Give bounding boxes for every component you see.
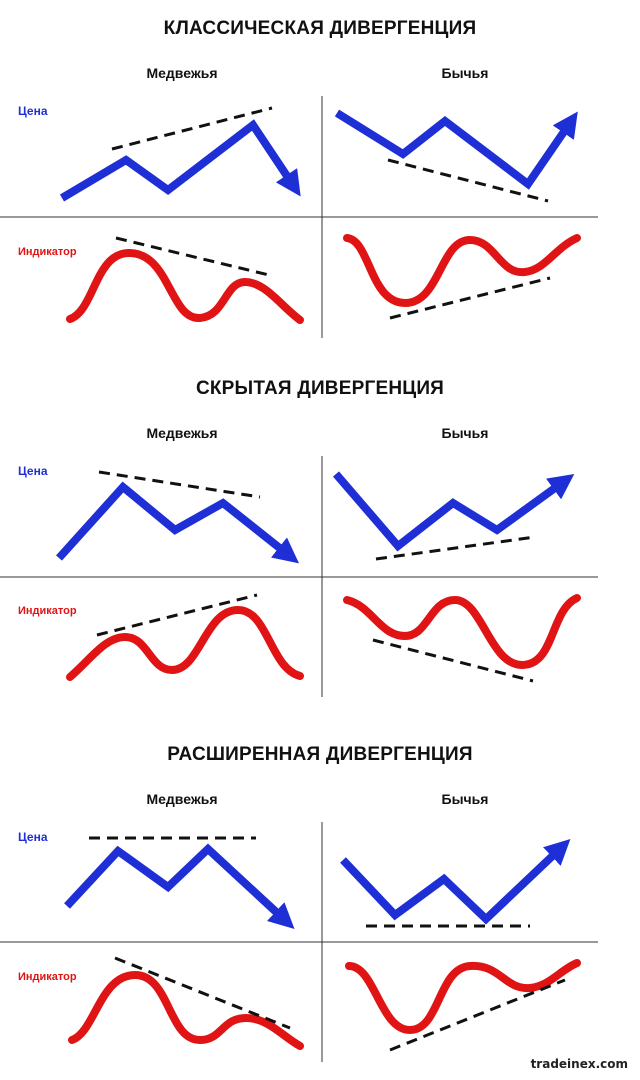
trend-line xyxy=(96,593,258,637)
classic-bullish-price xyxy=(334,109,578,203)
section-title-classic: КЛАССИЧЕСКАЯ ДИВЕРГЕНЦИЯ xyxy=(163,18,477,39)
trend-line xyxy=(111,106,273,151)
extended-bullish-price xyxy=(340,838,571,928)
hidden-bullish-indicator xyxy=(343,594,581,683)
indicator-curve xyxy=(343,594,581,670)
indicator-curve xyxy=(343,234,581,308)
trend-line xyxy=(98,470,261,499)
trend-line xyxy=(375,535,536,561)
trend-line xyxy=(372,638,534,683)
price-line xyxy=(59,119,301,202)
hidden-bearish-indicator xyxy=(66,593,304,681)
hidden-bullish-price xyxy=(332,471,575,561)
indicator-curve xyxy=(68,970,304,1050)
column-header-bearish: Медвежья xyxy=(146,791,218,807)
classic-bullish-indicator xyxy=(343,234,581,320)
price-line xyxy=(340,838,571,925)
column-header-bearish: Медвежья xyxy=(146,425,218,441)
price-line xyxy=(64,843,295,929)
price-row-label: Цена xyxy=(18,104,48,118)
indicator-row-label: Индикатор xyxy=(18,605,77,617)
indicator-curve xyxy=(66,605,304,681)
indicator-row-label: Индикатор xyxy=(18,246,77,258)
watermark: tradeinex.com xyxy=(528,1056,630,1072)
price-line xyxy=(334,109,578,190)
column-header-bullish: Бычья xyxy=(441,425,489,441)
grid-lines-extended xyxy=(0,822,598,1062)
extended-bearish-indicator xyxy=(68,956,304,1050)
hidden-bearish-price xyxy=(56,470,300,564)
trend-line xyxy=(115,236,274,278)
section-title-extended: РАСШИРЕННАЯ ДИВЕРГЕНЦИЯ xyxy=(167,744,473,765)
section-title-hidden: СКРЫТАЯ ДИВЕРГЕНЦИЯ xyxy=(195,378,445,399)
column-header-bearish: Медвежья xyxy=(146,65,218,81)
column-header-bullish: Бычья xyxy=(441,65,489,81)
price-row-label: Цена xyxy=(18,464,48,478)
classic-bearish-indicator xyxy=(66,236,304,324)
price-line xyxy=(332,471,575,552)
price-line xyxy=(56,481,300,564)
grid-lines-hidden xyxy=(0,456,598,697)
indicator-curve xyxy=(66,248,304,324)
classic-bearish-price xyxy=(59,106,301,202)
column-header-bullish: Бычья xyxy=(441,791,489,807)
trend-line xyxy=(387,158,549,203)
extended-bearish-price xyxy=(64,836,295,929)
trend-line xyxy=(389,276,551,320)
indicator-row-label: Индикатор xyxy=(18,971,77,983)
extended-bullish-indicator xyxy=(345,959,581,1052)
indicator-curve xyxy=(345,959,581,1035)
trend-line xyxy=(114,956,291,1030)
grid-lines-classic xyxy=(0,96,598,338)
price-row-label: Цена xyxy=(18,830,48,844)
trend-line xyxy=(389,978,566,1052)
